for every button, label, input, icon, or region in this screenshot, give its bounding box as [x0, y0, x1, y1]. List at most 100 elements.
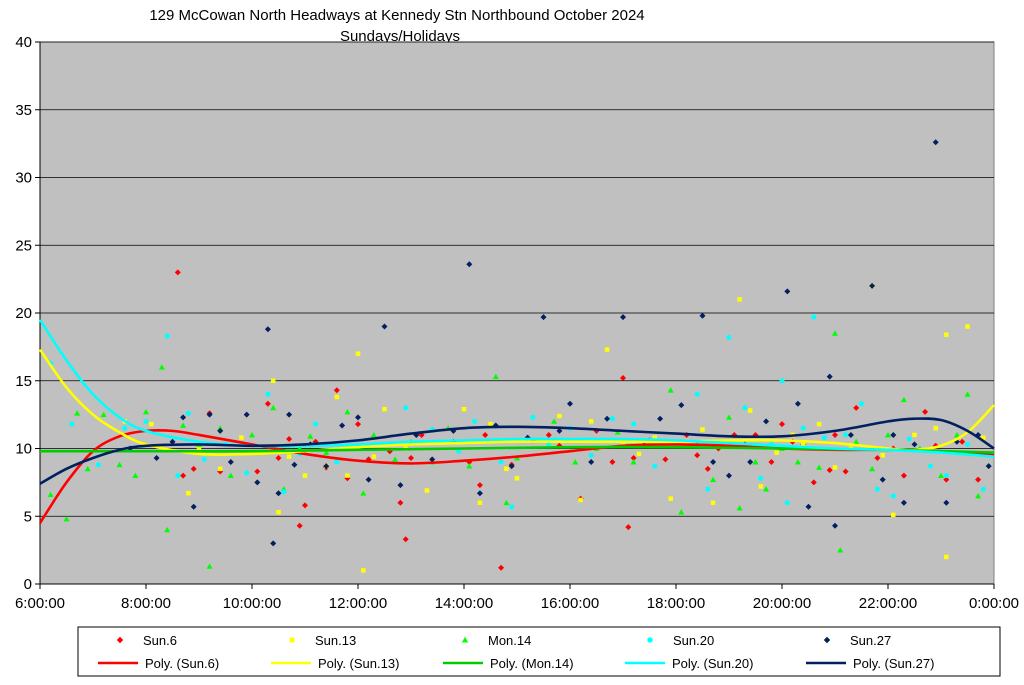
data-point	[291, 461, 298, 468]
data-point	[370, 431, 377, 438]
data-point	[943, 499, 950, 506]
data-point	[302, 473, 308, 478]
data-point	[630, 454, 637, 461]
data-point	[900, 396, 907, 403]
data-point	[424, 488, 430, 493]
data-point	[933, 425, 938, 431]
data-point	[158, 364, 165, 370]
data-point	[286, 411, 293, 418]
data-point	[944, 554, 949, 560]
data-point	[227, 459, 234, 466]
data-point	[365, 476, 372, 483]
data-point	[397, 499, 404, 506]
data-point	[625, 524, 632, 531]
y-tick-label: 25	[15, 237, 32, 254]
data-point	[927, 463, 933, 469]
data-point	[842, 468, 849, 475]
data-point	[217, 466, 223, 472]
data-point	[360, 490, 367, 496]
data-point	[276, 509, 281, 515]
x-tick-label: 22:00:00	[859, 595, 917, 612]
data-point	[476, 490, 483, 497]
data-point	[890, 493, 896, 499]
data-point	[657, 415, 664, 422]
x-tick-label: 14:00:00	[435, 595, 493, 612]
data-point	[74, 410, 81, 416]
legend-label: Sun.27	[850, 633, 891, 648]
legend-label: Poly. (Sun.27)	[853, 656, 934, 671]
data-point	[704, 465, 711, 472]
data-point	[837, 547, 844, 553]
data-point	[800, 442, 806, 447]
data-point	[832, 330, 838, 336]
y-tick-label: 20	[15, 305, 32, 322]
legend-marker	[289, 637, 295, 643]
data-point	[174, 269, 181, 276]
data-point	[832, 522, 838, 529]
data-point	[186, 490, 191, 496]
data-point	[116, 461, 123, 468]
legend-label: Mon.14	[488, 633, 531, 648]
data-point	[551, 418, 558, 424]
trendline	[38, 319, 995, 458]
data-point	[631, 421, 637, 427]
x-tick-label: 0:00:00	[969, 595, 1019, 612]
data-point	[985, 463, 992, 470]
data-point	[344, 408, 351, 415]
data-point	[403, 405, 409, 411]
data-point	[382, 406, 387, 412]
data-point	[477, 500, 483, 505]
data-point	[763, 486, 770, 492]
data-point	[84, 465, 91, 472]
legend-label: Poly. (Sun.6)	[145, 656, 219, 671]
data-point	[938, 472, 944, 478]
data-point	[164, 526, 171, 533]
legend-marker	[116, 636, 124, 644]
data-point	[588, 419, 594, 424]
data-point	[466, 463, 473, 469]
data-point	[254, 479, 261, 486]
data-point	[371, 454, 377, 459]
data-point	[333, 387, 340, 394]
x-tick-label: 6:00:00	[15, 595, 65, 612]
data-point	[307, 433, 314, 439]
x-tick-label: 18:00:00	[647, 595, 705, 612]
y-tick-label: 30	[15, 170, 32, 187]
data-point	[874, 486, 880, 492]
data-point	[504, 466, 509, 472]
data-point	[794, 400, 801, 407]
data-point	[953, 431, 960, 438]
trendline	[39, 417, 995, 485]
data-point	[858, 401, 865, 407]
data-point	[678, 402, 685, 409]
data-point	[975, 492, 982, 499]
data-point	[313, 421, 319, 427]
data-point	[694, 452, 701, 459]
data-point	[774, 450, 779, 455]
data-point	[779, 378, 785, 384]
y-tick-label: 15	[15, 373, 32, 390]
data-point	[811, 314, 817, 320]
data-point	[286, 436, 293, 443]
data-point	[578, 497, 583, 503]
data-point	[853, 438, 860, 445]
data-point	[604, 415, 611, 422]
data-point	[143, 418, 149, 424]
data-point	[217, 427, 224, 434]
data-point	[175, 473, 181, 479]
data-point	[244, 470, 250, 476]
data-point	[810, 479, 817, 486]
data-point	[943, 473, 949, 479]
data-point	[980, 486, 986, 492]
data-point	[397, 482, 404, 489]
data-point	[143, 408, 149, 415]
data-point	[981, 435, 986, 440]
legend: Sun.6 Sun.13 Mon.14 Sun.20 Sun.27 Poly. (Sun.…	[77, 626, 1001, 677]
data-point	[149, 421, 154, 427]
data-point	[190, 503, 197, 510]
data-point	[275, 490, 282, 497]
y-axis-ticks: 0 5 10 15 20 25 30 35 40	[15, 34, 994, 593]
data-point	[345, 473, 350, 478]
data-point	[556, 427, 563, 434]
